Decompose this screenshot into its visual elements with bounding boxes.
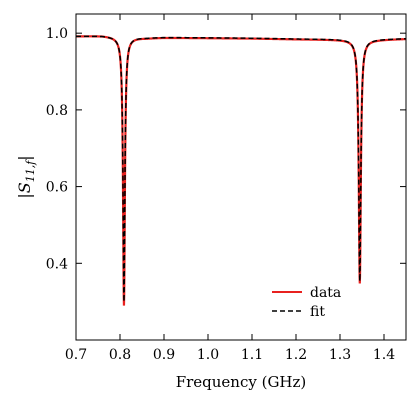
- y-tick-label: 1.0: [46, 26, 68, 42]
- y-axis-title: |S11,f|: [15, 155, 37, 198]
- legend-label-fit: fit: [310, 304, 325, 320]
- x-tick-label: 1.1: [241, 347, 263, 363]
- y-tick-label: 0.6: [46, 180, 68, 196]
- y-tick-label: 0.8: [46, 103, 68, 119]
- plot-lines: [76, 35, 406, 306]
- y-axis-title-bar-left: |: [15, 193, 34, 198]
- x-ticks: 0.7 0.8 0.9 1.0 1.1 1.2 1.3 1.4: [65, 14, 395, 363]
- x-tick-label: 1.0: [197, 347, 219, 363]
- y-axis-title-letter: S: [15, 182, 34, 193]
- plot-frame: [75, 13, 407, 341]
- x-tick-label: 0.7: [65, 347, 87, 363]
- y-tick-label: 0.4: [46, 256, 68, 272]
- x-axis-title: Frequency (GHz): [176, 373, 307, 391]
- x-tick-label: 0.9: [153, 347, 175, 363]
- legend-label-data: data: [310, 285, 341, 301]
- y-axis-title-bar-right: |: [15, 155, 34, 160]
- x-tick-label: 1.2: [285, 347, 307, 363]
- y-axis-title-subscript: 11,f: [24, 159, 37, 182]
- series-line-fit: [76, 35, 406, 302]
- x-tick-label: 1.3: [329, 347, 351, 363]
- legend: data fit: [272, 285, 341, 320]
- y-ticks: 0.4 0.6 0.8 1.0: [46, 26, 406, 272]
- x-tick-label: 0.8: [109, 347, 131, 363]
- x-tick-label: 1.4: [373, 347, 395, 363]
